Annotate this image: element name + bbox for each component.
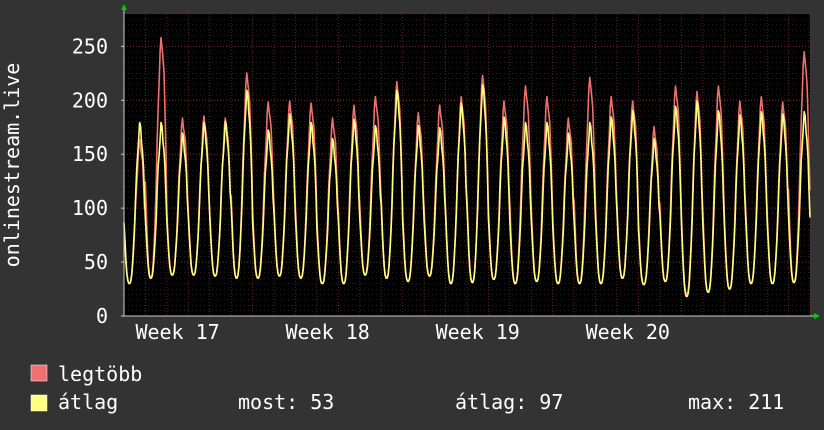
legend-label-avg: átlag bbox=[58, 390, 118, 414]
y-tick-label: 50 bbox=[84, 250, 108, 274]
stat-now: most: 53 bbox=[238, 390, 334, 414]
grid bbox=[124, 13, 811, 316]
y-tick-label: 200 bbox=[72, 88, 108, 112]
series-line-avg bbox=[123, 84, 811, 298]
y-tick-label: 150 bbox=[72, 142, 108, 166]
series-layer bbox=[123, 36, 811, 298]
y-axis-label: onlinestream.live bbox=[0, 63, 24, 268]
legend-label-max: legtöbb bbox=[58, 362, 142, 386]
y-tick-label: 0 bbox=[96, 304, 108, 328]
y-tick-label: 250 bbox=[72, 34, 108, 58]
y-tick-labels: 0 50 100 150 200 250 bbox=[72, 34, 124, 328]
x-axis-arrow-icon bbox=[814, 313, 820, 319]
stat-max: max: 211 bbox=[688, 390, 784, 414]
x-tick-label: Week 20 bbox=[586, 320, 670, 344]
x-tick-label: Week 18 bbox=[286, 320, 370, 344]
legend-swatch-avg bbox=[30, 394, 48, 412]
y-axis-arrow-icon bbox=[121, 4, 127, 10]
stat-average: átlag: 97 bbox=[455, 390, 563, 414]
axes bbox=[121, 4, 820, 319]
y-tick-label: 100 bbox=[72, 196, 108, 220]
x-tick-labels: Week 17 Week 18 Week 19 Week 20 bbox=[135, 320, 669, 344]
x-tick-label: Week 19 bbox=[436, 320, 520, 344]
x-tick-label: Week 17 bbox=[135, 320, 219, 344]
legend-swatch-max bbox=[30, 364, 48, 382]
